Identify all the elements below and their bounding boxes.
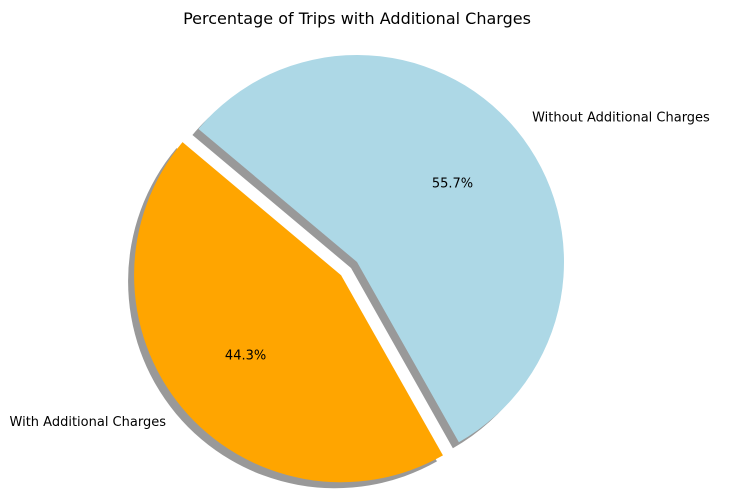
- slice-percent-2: 55.7%: [432, 177, 473, 192]
- slice-percent-1: 44.3%: [225, 349, 266, 364]
- chart-title: Percentage of Trips with Additional Char…: [183, 9, 531, 28]
- slices: [134, 54, 565, 483]
- slice-label-2: Without Additional Charges: [532, 110, 710, 125]
- slice-label-1: With Additional Charges: [10, 415, 167, 430]
- slice-labels: With Additional Charges 44.3% Without Addi…: [10, 110, 711, 429]
- pie-slice-2: [198, 54, 565, 443]
- pie-slice-1: [134, 142, 443, 483]
